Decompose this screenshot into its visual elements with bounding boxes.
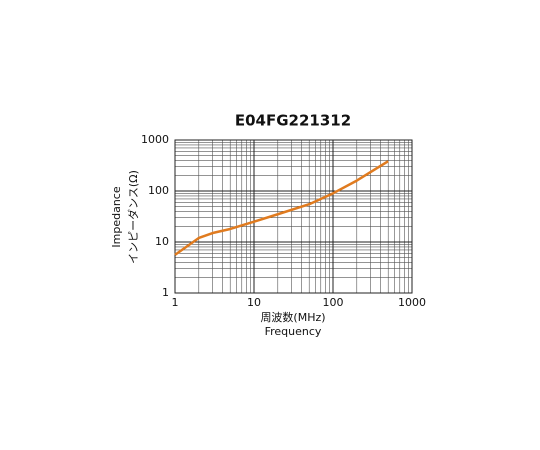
line [174,160,389,256]
x-axis-label: 周波数(MHz) [260,311,325,324]
x-tick-label: 1000 [398,296,426,309]
y-axis-label: Impedance [110,186,123,247]
y-tick-label: 100 [148,184,169,197]
y-tick-label: 10 [155,235,169,248]
x-tick-label: 1 [172,296,179,309]
x-tick-label: 100 [323,296,344,309]
y-tick-label: 1 [162,286,169,299]
chart-title: E04FG221312 [235,112,351,130]
y-axis-label: インピーダンス(Ω) [126,170,140,264]
plot-frame [174,139,413,294]
x-tick-label: 10 [247,296,261,309]
y-tick-label: 1000 [141,133,169,146]
x-axis-label: Frequency [265,325,322,338]
